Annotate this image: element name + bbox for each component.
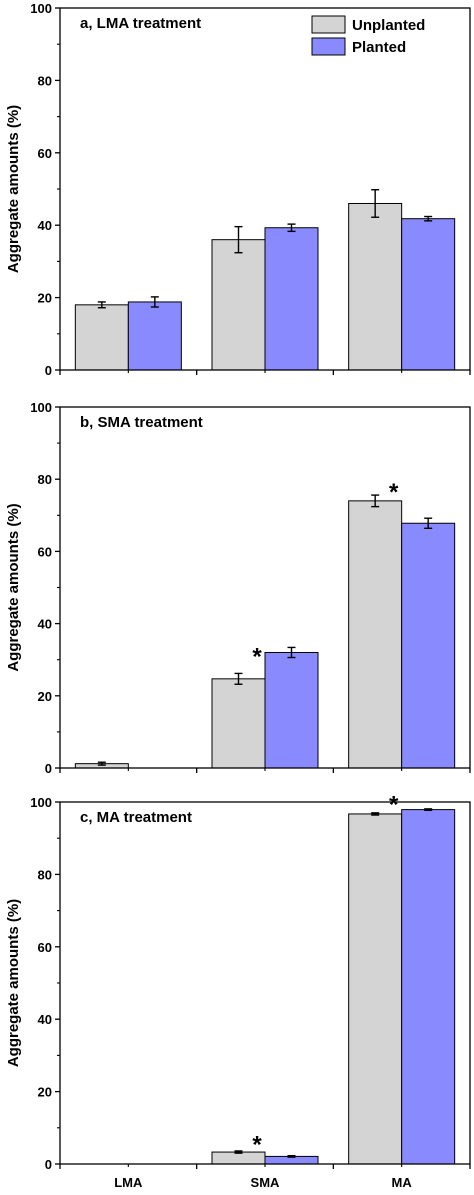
y-tick-label: 100 <box>30 400 52 415</box>
bar-planted-ma <box>401 809 456 1165</box>
y-tick-label: 20 <box>38 689 52 704</box>
bar-planted-ma <box>401 218 456 371</box>
y-tick-label: 40 <box>38 1012 52 1027</box>
panel-title: a, LMA treatment <box>80 15 201 32</box>
y-axis-label: Aggregate amounts (%) <box>5 105 22 273</box>
bar-unplanted-sma <box>211 239 266 371</box>
y-tick-label: 100 <box>30 795 52 810</box>
legend-swatch-planted <box>311 37 346 56</box>
y-tick-label: 40 <box>38 218 52 233</box>
y-tick-label: 60 <box>38 544 52 559</box>
legend-label-unplanted: Unplanted <box>352 17 425 34</box>
x-tick-label: MA <box>392 1175 413 1190</box>
bar-unplanted-sma <box>211 678 266 769</box>
bar-unplanted-lma <box>74 304 129 371</box>
y-tick-label: 80 <box>38 867 52 882</box>
y-tick-label: 80 <box>38 472 52 487</box>
y-tick-label: 0 <box>45 1157 52 1172</box>
chart-panel-1: 0 20 40 60 80 100 Aggregate amounts (%) a, LMA … <box>5 1 471 378</box>
bar-planted-sma <box>264 651 319 769</box>
chart-panel-3: * * 0 20 40 60 80 100 LMA SMA MA Aggregate amounts … <box>5 792 471 1190</box>
y-tick-label: 20 <box>38 291 52 306</box>
panel-title: c, MA treatment <box>80 809 192 826</box>
y-tick-label: 60 <box>38 146 52 161</box>
panel-title: b, SMA treatment <box>80 414 203 431</box>
y-axis-label: Aggregate amounts (%) <box>5 503 22 671</box>
legend-label-planted: Planted <box>352 39 406 56</box>
y-tick-label: 80 <box>38 73 52 88</box>
bar-unplanted-ma <box>348 202 403 371</box>
bar-planted-ma <box>401 522 456 769</box>
bar-unplanted-ma <box>348 500 403 769</box>
significance-marker: * <box>389 479 399 506</box>
y-axis-label: Aggregate amounts (%) <box>5 899 22 1067</box>
y-tick-label: 40 <box>38 617 52 632</box>
y-tick-label: 0 <box>45 363 52 378</box>
significance-marker: * <box>389 792 399 819</box>
legend-swatch-unplanted <box>311 15 346 34</box>
significance-marker: * <box>252 643 262 670</box>
bar-unplanted-ma <box>348 813 403 1165</box>
legend: Unplanted Planted <box>311 15 425 56</box>
chart-panel-2: * * 0 20 40 60 80 100 Aggregate amounts (%) b, SM… <box>5 400 471 776</box>
bar-planted-lma <box>127 301 182 371</box>
y-tick-label: 100 <box>30 1 52 16</box>
x-tick-label: SMA <box>251 1175 281 1190</box>
y-tick-label: 60 <box>38 940 52 955</box>
y-tick-label: 20 <box>38 1085 52 1100</box>
bar-planted-sma <box>264 227 319 371</box>
x-tick-label: LMA <box>114 1175 143 1190</box>
y-tick-label: 0 <box>45 761 52 776</box>
significance-marker: * <box>252 1131 262 1158</box>
